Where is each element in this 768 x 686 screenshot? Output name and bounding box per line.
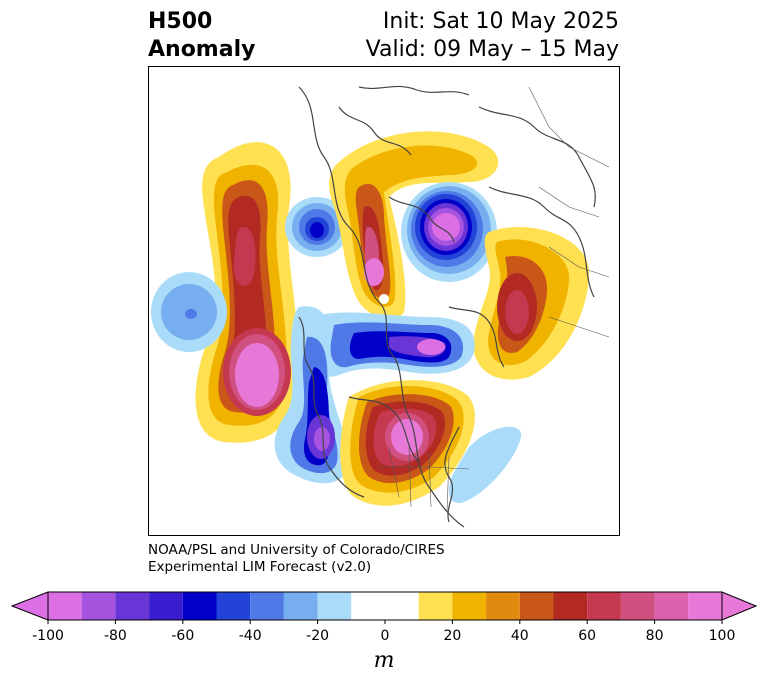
trough-eurasia-south [309, 312, 475, 377]
trough-eurasia-north [401, 182, 497, 282]
colorbar-segment [385, 592, 419, 620]
colorbar-tick-label: 60 [578, 628, 597, 644]
credit-text: NOAA/PSL and University of Colorado/CIRE… [148, 542, 445, 576]
ridge-pacific [195, 142, 299, 443]
colorbar-segment [283, 592, 318, 620]
colorbar-tick-label: -80 [103, 628, 127, 644]
coastlines [298, 85, 596, 528]
colorbar [10, 591, 758, 624]
title-left: H500 Anomaly [148, 8, 255, 64]
colorbar-tick-label: -60 [171, 628, 195, 644]
colorbar-segment [216, 592, 251, 620]
colorbar-segment [115, 592, 150, 620]
trough-atlantic [448, 426, 522, 503]
colorbar-segment [149, 592, 183, 620]
colorbar-segment [81, 592, 116, 620]
credit-line-2: Experimental LIM Forecast (v2.0) [148, 559, 372, 575]
colorbar-unit: m [373, 648, 395, 673]
ridge-north-america [340, 380, 475, 506]
colorbar-segment [587, 592, 621, 620]
ridge-asia [473, 226, 589, 380]
title-variable: H500 [148, 9, 213, 34]
map-panel [148, 66, 620, 536]
colorbar-segment [48, 592, 82, 620]
colorbar-tick-label: 0 [380, 628, 390, 644]
colorbar-tick-label: 100 [708, 628, 736, 644]
colorbar-segment [351, 592, 385, 620]
colorbar-tick-label: 40 [510, 628, 529, 644]
colorbar-segment [486, 592, 520, 620]
colorbar-tick-label: -100 [32, 628, 64, 644]
credit-line-1: NOAA/PSL and University of Colorado/CIRE… [148, 542, 445, 558]
colorbar-over-arrow [721, 591, 758, 621]
colorbar-segment [654, 592, 689, 620]
trough-pacific [151, 272, 227, 352]
colorbar-segment [688, 592, 722, 620]
colorbar-tick-label: 80 [645, 628, 664, 644]
colorbar-segment [519, 592, 554, 620]
valid-date: Valid: 09 May – 15 May [365, 37, 619, 62]
trough-west-us [274, 306, 349, 484]
init-date: Init: Sat 10 May 2025 [382, 9, 619, 34]
ridge-arctic [329, 131, 499, 320]
colorbar-under-arrow [10, 591, 49, 621]
colorbar-segment [452, 592, 487, 620]
colorbar-segment [317, 592, 352, 620]
colorbar-tick-label: -40 [238, 628, 262, 644]
title-right: Init: Sat 10 May 2025 Valid: 09 May – 15… [366, 8, 619, 64]
colorbar-tick-label: 20 [443, 628, 462, 644]
colorbar-segment [620, 592, 655, 620]
colorbar-segment [250, 592, 284, 620]
country-borders [379, 86, 610, 513]
anomaly-map [151, 85, 610, 528]
title-anomaly: Anomaly [148, 37, 256, 62]
colorbar-segment [553, 592, 588, 620]
colorbar-tick-label: -20 [306, 628, 330, 644]
trough-alaska [285, 197, 349, 257]
colorbar-segment [182, 592, 217, 620]
colorbar-segment [418, 592, 453, 620]
